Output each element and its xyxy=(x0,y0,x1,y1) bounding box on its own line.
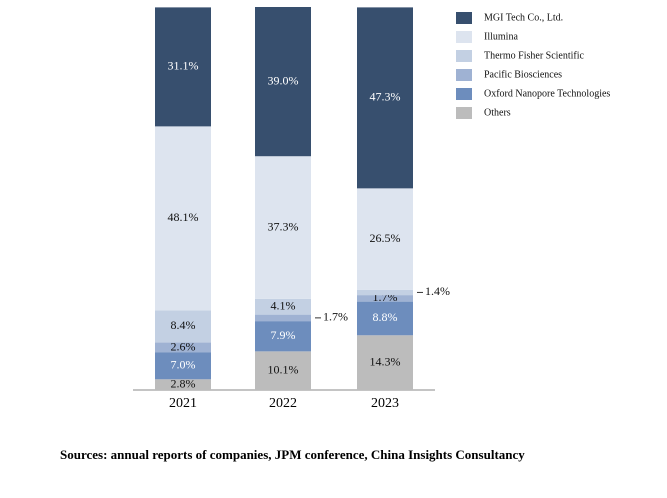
bar-segment xyxy=(155,352,211,380)
bar-segment xyxy=(255,7,311,157)
data-label: 7.0% xyxy=(171,358,196,372)
data-label: 1.4% xyxy=(425,284,450,298)
data-label: 31.1% xyxy=(168,59,199,73)
data-label: 2.8% xyxy=(171,376,196,390)
data-label: 39.0% xyxy=(268,73,299,87)
data-label: 4.1% xyxy=(271,299,296,313)
data-label: 1.7% xyxy=(323,310,348,324)
legend-label: Illumina xyxy=(484,31,518,42)
legend-label: Thermo Fisher Scientific xyxy=(484,50,585,61)
x-tick-label: 2021 xyxy=(169,396,197,411)
bar-segment xyxy=(255,321,311,352)
legend-swatch xyxy=(456,107,472,119)
x-tick-label: 2022 xyxy=(269,396,297,411)
legend-swatch xyxy=(456,50,472,62)
legend-swatch xyxy=(456,88,472,100)
data-label: 14.3% xyxy=(370,354,401,368)
source-note: Sources: annual reports of companies, JP… xyxy=(60,447,525,462)
bar-segment xyxy=(255,156,311,299)
data-label: 8.8% xyxy=(373,310,398,324)
bar-segment xyxy=(255,314,311,322)
bar-segment xyxy=(357,301,413,336)
bar-segment xyxy=(255,351,311,390)
legend-label: Pacific Biosciences xyxy=(484,69,562,80)
x-tick-label: 2023 xyxy=(371,396,399,411)
data-label: 47.3% xyxy=(370,90,401,104)
bar-segment xyxy=(357,188,413,290)
bar-segment xyxy=(357,335,413,390)
legend-swatch xyxy=(456,69,472,81)
bar-segment xyxy=(255,298,311,315)
legend-label: MGI Tech Co., Ltd. xyxy=(484,12,563,23)
data-label: 2.6% xyxy=(171,339,196,353)
data-label: 48.1% xyxy=(168,210,199,224)
bar-segment xyxy=(357,289,413,296)
legend-label: Oxford Nanopore Technologies xyxy=(484,88,610,99)
legend-label: Others xyxy=(484,107,511,118)
bar-segment xyxy=(155,126,211,311)
data-label: 8.4% xyxy=(171,318,196,332)
bar-segment xyxy=(155,310,211,343)
legend-swatch xyxy=(456,12,472,24)
legend-swatch xyxy=(456,31,472,43)
bar-segment xyxy=(155,379,211,390)
data-label: 10.1% xyxy=(268,362,299,376)
data-label: 37.3% xyxy=(268,219,299,233)
bar-segment xyxy=(155,342,211,353)
data-label: 26.5% xyxy=(370,231,401,245)
bar-segment xyxy=(357,7,413,189)
bar-segment xyxy=(357,295,413,302)
bar-segment xyxy=(155,7,211,127)
data-label: 7.9% xyxy=(271,328,296,342)
